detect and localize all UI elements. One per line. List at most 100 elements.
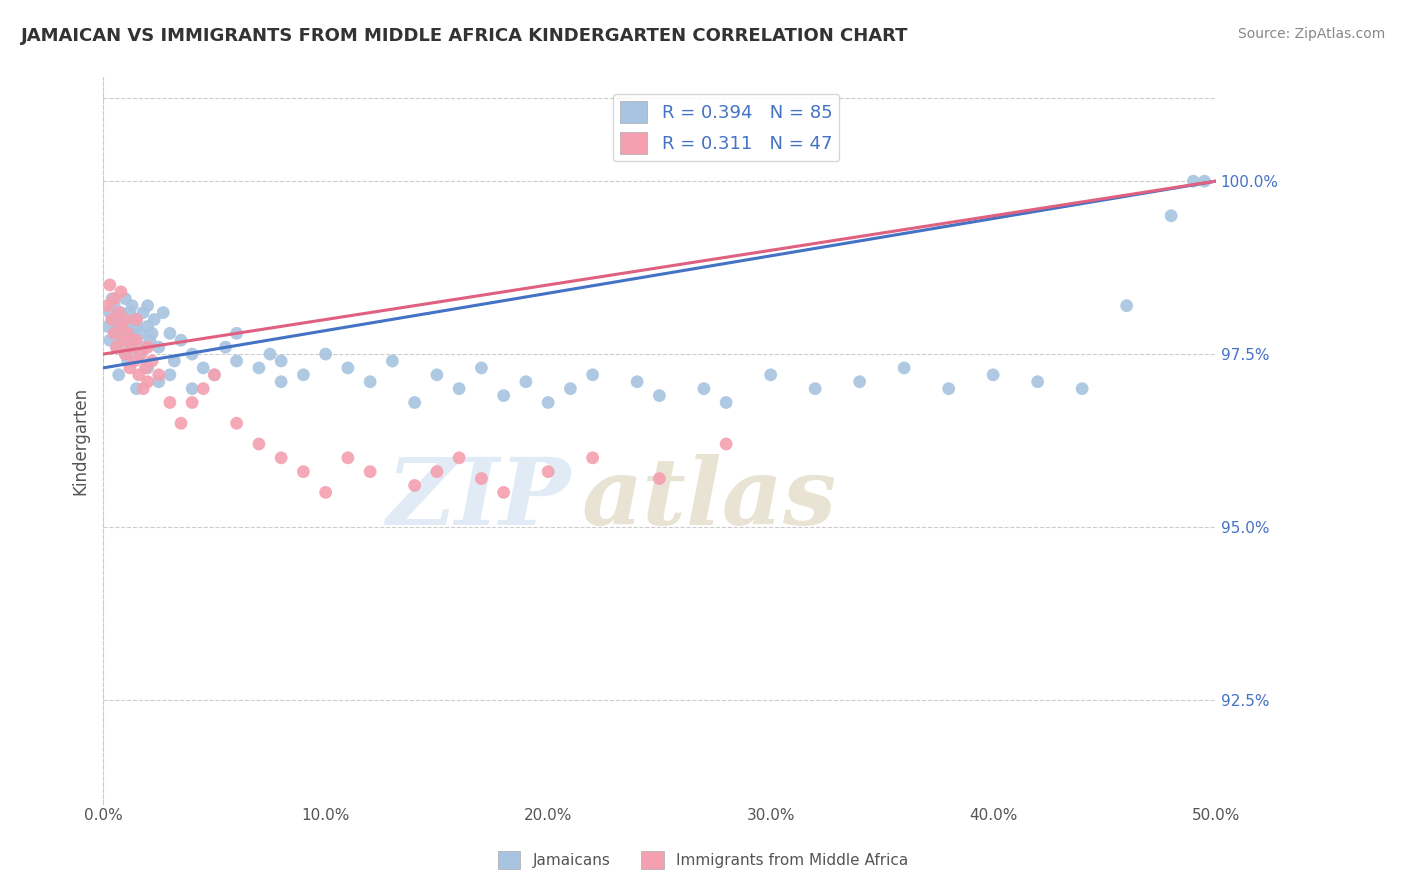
Point	[225, 326, 247, 341]
Text: ZIP: ZIP	[387, 454, 571, 543]
Point	[193, 360, 215, 375]
Point	[117, 319, 139, 334]
Point	[101, 292, 124, 306]
Point	[118, 360, 141, 375]
Y-axis label: Kindergarten: Kindergarten	[72, 386, 89, 494]
Point	[110, 285, 132, 299]
Point	[759, 368, 782, 382]
Point	[117, 326, 139, 341]
Point	[128, 368, 150, 382]
Point	[626, 375, 648, 389]
Point	[159, 395, 181, 409]
Point	[270, 354, 292, 368]
Point	[582, 450, 605, 465]
Point	[97, 319, 120, 334]
Point	[105, 340, 128, 354]
Point	[359, 465, 381, 479]
Text: Source: ZipAtlas.com: Source: ZipAtlas.com	[1237, 27, 1385, 41]
Point	[159, 368, 181, 382]
Point	[134, 340, 156, 354]
Point	[98, 277, 121, 292]
Point	[193, 382, 215, 396]
Point	[152, 305, 174, 319]
Point	[1115, 299, 1137, 313]
Point	[114, 326, 136, 341]
Point	[804, 382, 827, 396]
Point	[121, 299, 143, 313]
Point	[112, 333, 135, 347]
Point	[132, 305, 155, 319]
Point	[136, 319, 159, 334]
Point	[124, 354, 146, 368]
Point	[848, 375, 870, 389]
Point	[560, 382, 582, 396]
Point	[141, 354, 163, 368]
Point	[98, 333, 121, 347]
Point	[426, 368, 449, 382]
Point	[117, 354, 139, 368]
Point	[292, 368, 315, 382]
Point	[143, 312, 166, 326]
Point	[315, 347, 337, 361]
Point	[141, 326, 163, 341]
Point	[114, 347, 136, 361]
Point	[449, 450, 471, 465]
Point	[97, 299, 120, 313]
Point	[159, 326, 181, 341]
Point	[1026, 375, 1049, 389]
Text: atlas: atlas	[582, 454, 837, 543]
Point	[105, 340, 128, 354]
Point	[336, 450, 359, 465]
Point	[121, 326, 143, 341]
Point	[125, 312, 148, 326]
Point	[125, 319, 148, 334]
Point	[470, 472, 492, 486]
Point	[170, 416, 193, 430]
Point	[103, 299, 125, 313]
Point	[225, 354, 247, 368]
Point	[426, 465, 449, 479]
Point	[136, 340, 159, 354]
Point	[114, 312, 136, 326]
Point	[110, 305, 132, 319]
Point	[103, 292, 125, 306]
Legend: Jamaicans, Immigrants from Middle Africa: Jamaicans, Immigrants from Middle Africa	[492, 845, 914, 875]
Point	[1182, 174, 1205, 188]
Point	[537, 465, 560, 479]
Point	[110, 319, 132, 334]
Point	[381, 354, 404, 368]
Point	[129, 326, 152, 341]
Point	[98, 305, 121, 319]
Point	[148, 368, 170, 382]
Point	[225, 416, 247, 430]
Point	[315, 485, 337, 500]
Point	[693, 382, 716, 396]
Point	[981, 368, 1004, 382]
Point	[114, 347, 136, 361]
Point	[1160, 209, 1182, 223]
Point	[181, 395, 204, 409]
Point	[136, 375, 159, 389]
Point	[112, 312, 135, 326]
Point	[181, 382, 204, 396]
Point	[121, 340, 143, 354]
Point	[404, 478, 426, 492]
Point	[714, 437, 737, 451]
Point	[107, 305, 129, 319]
Point	[110, 333, 132, 347]
Point	[893, 360, 915, 375]
Point	[107, 368, 129, 382]
Point	[132, 382, 155, 396]
Point	[470, 360, 492, 375]
Point	[1071, 382, 1094, 396]
Point	[101, 312, 124, 326]
Point	[114, 292, 136, 306]
Point	[270, 375, 292, 389]
Point	[648, 388, 671, 402]
Point	[247, 360, 270, 375]
Point	[181, 347, 204, 361]
Point	[170, 333, 193, 347]
Point	[449, 382, 471, 396]
Point	[105, 312, 128, 326]
Point	[537, 395, 560, 409]
